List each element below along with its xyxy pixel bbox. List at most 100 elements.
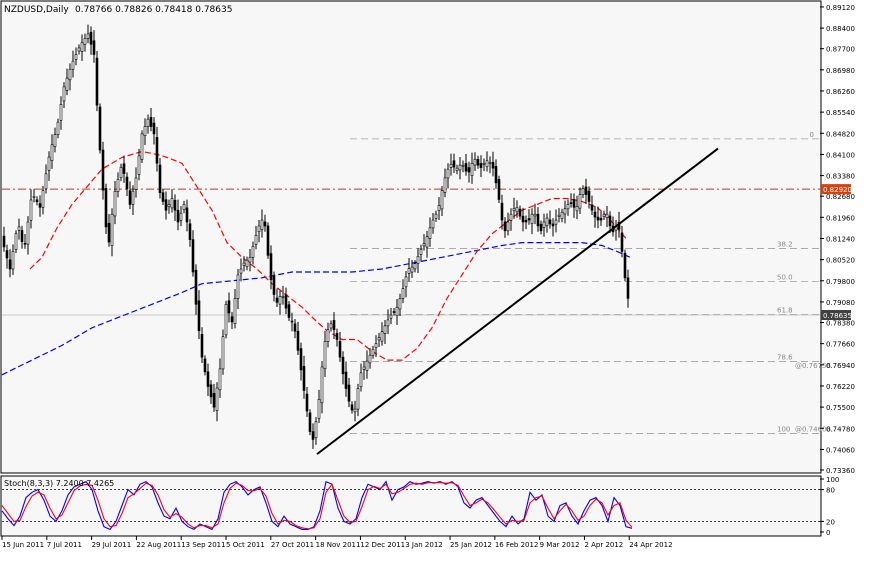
candle-body (500, 202, 504, 221)
candle-body (269, 253, 273, 281)
candle-body (371, 349, 375, 356)
candle-body (332, 320, 336, 331)
candle-body (5, 250, 9, 259)
candle-body (185, 207, 189, 223)
candle-body (422, 243, 426, 247)
candle-body (395, 306, 399, 316)
candle-body (509, 213, 513, 221)
candle-body (368, 354, 372, 364)
candle-body (320, 366, 324, 404)
x-tick-label: 25 Jan 2012 (450, 541, 492, 549)
candle-body (29, 199, 33, 221)
candle-body (176, 209, 180, 223)
y-tick-label: 0.76220 (826, 383, 855, 391)
candle-body (305, 393, 309, 412)
candle-body (521, 215, 525, 223)
y-tick-label: 0.85540 (826, 109, 855, 117)
stochastic-plot-area (0, 475, 822, 537)
candle-body (188, 223, 192, 240)
stoch-y-tick-label: 100 (826, 476, 839, 484)
candle-body (467, 167, 471, 173)
candle-body (191, 239, 195, 273)
candle-body (287, 304, 291, 318)
candle-body (110, 213, 114, 246)
candle-body (428, 227, 432, 239)
candle-body (329, 323, 333, 329)
candle-body (281, 296, 285, 298)
candle-body (401, 288, 405, 299)
x-tick-label: 2 Apr 2012 (584, 541, 623, 549)
ohlc-label: 0.78766 0.78826 0.78418 0.78635 (75, 5, 232, 15)
x-tick-label: 15 Jun 2011 (2, 541, 44, 549)
candle-body (14, 233, 18, 250)
candle-body (440, 190, 444, 210)
candle-body (209, 384, 213, 398)
candle-body (71, 60, 75, 70)
candle-body (584, 186, 588, 195)
candle-body (434, 213, 438, 219)
stoch-main-line (1, 480, 633, 531)
candle-body (602, 213, 606, 217)
x-tick-label: 27 Oct 2011 (271, 541, 314, 549)
candle-body (239, 268, 243, 274)
candle-body (116, 179, 120, 192)
support-trendline (316, 147, 719, 455)
candle-body (170, 198, 174, 209)
candle-body (278, 296, 282, 305)
candle-body (230, 316, 234, 323)
candle-body (311, 431, 315, 440)
candle-body (50, 144, 54, 161)
candle-body (140, 133, 144, 160)
candle-body (581, 188, 585, 195)
candle-body (86, 33, 90, 39)
candle-body (221, 336, 225, 370)
price-marker (821, 184, 851, 195)
candle-body (545, 217, 549, 226)
candle-body (620, 232, 624, 252)
candle-body (446, 168, 450, 179)
fib-label: 100 (777, 426, 790, 434)
candle-body (458, 164, 462, 171)
candle-body (32, 196, 36, 198)
candle-body (341, 356, 345, 375)
candle-body (554, 219, 558, 225)
x-tick-label: 24 Apr 2012 (629, 541, 672, 549)
candle-body (83, 38, 87, 45)
candle-body (362, 366, 366, 370)
candle-body (473, 159, 477, 166)
candle-body (323, 341, 327, 370)
candle-body (539, 223, 543, 232)
candle-body (485, 160, 489, 168)
candle-body (245, 259, 249, 267)
y-tick-label: 0.74060 (826, 446, 855, 454)
candle-body (248, 256, 252, 263)
candle-body (524, 219, 528, 223)
candle-body (497, 179, 501, 200)
candle-body (134, 177, 138, 190)
x-tick-label: 5 Oct 2011 (226, 541, 265, 549)
candle-body (212, 393, 216, 408)
x-tick-label: 12 Dec 2011 (360, 541, 405, 549)
candle-body (41, 190, 45, 208)
candle-body (275, 297, 279, 303)
candle-body (344, 371, 348, 389)
candle-body (317, 398, 321, 419)
candle-body (38, 203, 42, 208)
candle-body (413, 263, 417, 270)
candle-body (542, 221, 546, 228)
candle-body (80, 42, 84, 52)
candle-body (173, 199, 177, 211)
candle-body (392, 311, 396, 313)
x-tick-label: 7 Jul 2011 (47, 541, 82, 549)
candle-body (74, 54, 78, 60)
candle-body (425, 236, 429, 248)
candle-body (377, 337, 381, 341)
candle-body (167, 204, 171, 208)
stoch-title: Stoch(8,3,3) 7.2400 7.4265 (4, 479, 114, 488)
candle-body (419, 249, 423, 255)
candle-body (464, 163, 468, 172)
candle-body (491, 161, 495, 169)
candle-body (11, 251, 15, 270)
candle-body (608, 215, 612, 227)
fib-label: 38.2 (777, 240, 793, 248)
